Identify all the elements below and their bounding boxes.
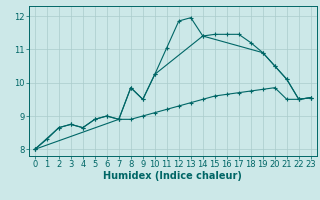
X-axis label: Humidex (Indice chaleur): Humidex (Indice chaleur) [103,171,242,181]
